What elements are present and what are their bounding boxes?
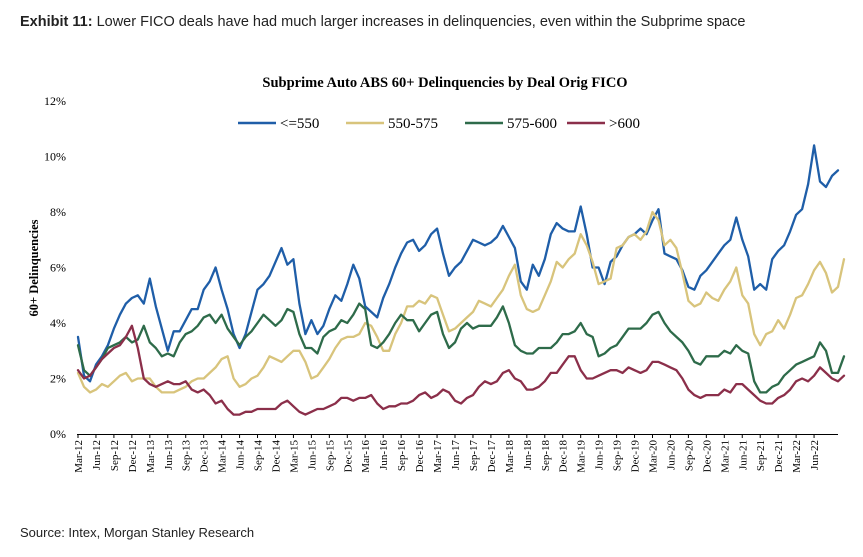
series-line [76,144,840,383]
x-tick-label: Jun-21 [737,440,749,470]
y-axis: 0% 2% 4% 6% 8% 10% 12% [44,94,66,441]
x-tick-label: Sep-16 [396,440,408,472]
x-tick-label: Sep-15 [324,440,336,472]
legend-label: >600 [609,116,640,132]
x-tick-label: Mar-19 [576,440,588,473]
legend-label: 575-600 [507,116,557,132]
x-tick-label: Dec-21 [773,440,785,472]
series-line [76,210,846,394]
x-tick-label: Mar-21 [719,440,731,473]
x-tick-label: Mar-15 [288,440,300,473]
x-tick-label: Dec-13 [199,440,211,473]
x-tick-label: Jun-14 [235,440,247,470]
x-tick-label: Dec-20 [701,440,713,473]
x-tick-label: Sep-19 [612,440,624,472]
source-note: Source: Intex, Morgan Stanley Research [20,525,255,540]
y-tick-label: 12% [44,94,66,108]
x-tick-label: Mar-12 [73,440,85,473]
x-tick-label: Dec-14 [271,440,283,473]
x-tick-label: Sep-18 [540,440,552,472]
y-tick-label: 8% [50,205,66,219]
y-tick-label: 10% [44,150,66,164]
exhibit-heading: Exhibit 11: Lower FICO deals have had mu… [20,14,745,30]
x-tick-label: Jun-22 [809,440,821,470]
x-tick-label: Dec-16 [414,440,426,473]
x-tick-label: Sep-13 [181,440,193,472]
x-tick-label: Jun-16 [378,440,390,470]
x-tick-label: Jun-13 [163,440,175,470]
x-tick-label: Mar-20 [648,440,660,473]
x-tick-label: Mar-17 [432,440,444,473]
x-tick-label: Dec-19 [630,440,642,473]
x-tick-label: Dec-17 [486,440,498,473]
y-tick-label: 2% [50,372,66,386]
x-tick-label: Mar-16 [360,440,372,473]
x-tick-label: Jun-12 [91,440,103,470]
series-line [76,302,846,394]
x-tick-label: Jun-18 [522,440,534,470]
x-tick-label: Sep-17 [468,440,480,472]
legend-label: 550-575 [388,116,438,132]
x-tick-label: Jun-15 [306,440,318,470]
y-tick-label: 0% [50,427,66,441]
y-axis-label: 60+ Delinquencies [27,219,41,316]
exhibit-caption: Lower FICO deals have had much larger in… [96,14,746,30]
x-tick-label: Mar-22 [791,440,803,473]
x-tick-label: Mar-13 [145,440,157,473]
x-tick-label: Dec-12 [127,440,139,472]
x-axis: Mar-12 Jun-12 Sep-12 Dec-12 Mar-13 Jun-13 Sep-… [73,434,821,473]
legend-label: <=550 [280,116,319,132]
chart-legend: <=550 550-575 575-600 >600 [238,116,640,132]
x-tick-label: Jun-19 [594,440,606,470]
x-tick-label: Dec-15 [342,440,354,473]
y-tick-label: 6% [50,261,66,275]
series-lines [76,144,846,416]
x-tick-label: Jun-20 [665,440,677,470]
exhibit-number: Exhibit 11: [20,14,93,30]
x-tick-label: Sep-20 [683,440,695,472]
x-tick-label: Dec-18 [558,440,570,473]
chart-title: Subprime Auto ABS 60+ Delinquencies by D… [262,75,627,91]
x-tick-label: Mar-14 [217,440,229,473]
x-tick-label: Sep-14 [253,440,265,472]
x-tick-label: Jun-17 [450,440,462,470]
x-tick-label: Sep-12 [109,440,121,471]
x-tick-label: Mar-18 [504,440,516,473]
y-tick-label: 4% [50,316,66,330]
x-tick-label: Sep-21 [755,440,767,471]
series-line [76,324,846,416]
